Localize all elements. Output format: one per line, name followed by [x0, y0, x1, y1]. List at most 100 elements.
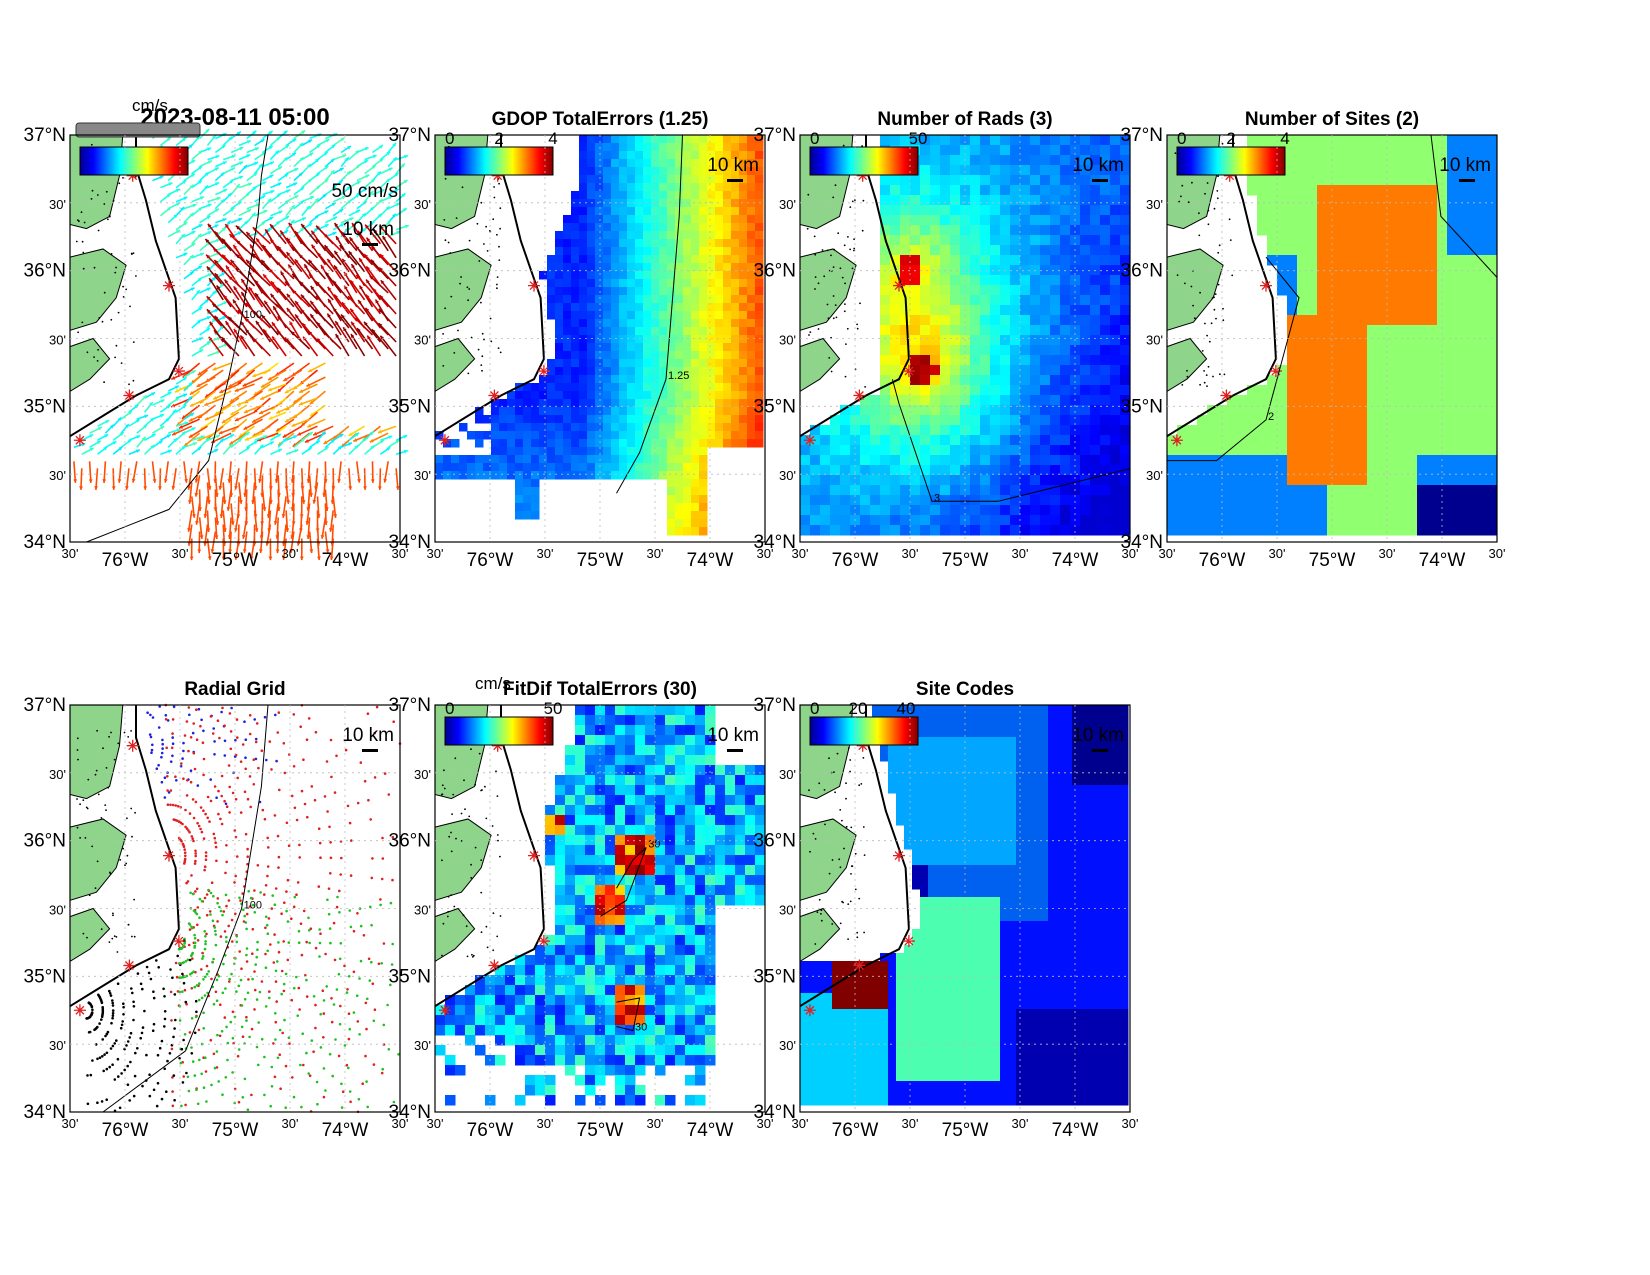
coast-dot: [808, 334, 810, 336]
heat-cell: [643, 303, 652, 312]
heat-cell: [755, 431, 764, 440]
heat-cell: [1110, 405, 1121, 416]
heat-cell: [1060, 455, 1071, 466]
heat-cell: [1317, 245, 1328, 256]
x-tick-label: 74°W: [1052, 550, 1099, 571]
heat-cell: [747, 295, 756, 304]
heat-cell: [1277, 195, 1288, 206]
current-vector: [357, 230, 374, 252]
heat-cell: [1457, 345, 1468, 356]
heat-cell: [667, 215, 676, 224]
heat-cell: [683, 479, 692, 488]
heat-cell: [1267, 415, 1278, 426]
heat-cell: [747, 247, 756, 256]
current-vector-head: [97, 427, 102, 431]
heat-cell: [1427, 165, 1438, 176]
heat-cell: [940, 205, 951, 216]
heat-cell: [1427, 135, 1438, 146]
current-vector-head: [355, 194, 360, 198]
heat-cell: [1090, 355, 1101, 366]
heat-cell: [1467, 225, 1478, 236]
heat-cell: [579, 167, 588, 176]
current-vector: [285, 251, 303, 273]
heat-cell: [1000, 325, 1011, 336]
heat-cell: [579, 263, 588, 272]
current-vector-head: [247, 209, 252, 213]
heat-cell: [820, 485, 831, 496]
coast-dot: [851, 200, 854, 203]
heat-cell: [890, 445, 901, 456]
heat-cell: [651, 135, 660, 144]
heat-cell: [1377, 135, 1388, 146]
heat-cell: [1487, 415, 1498, 426]
current-vector-head: [184, 421, 189, 426]
heat-cell: [1307, 245, 1318, 256]
heat-cell: [715, 383, 724, 392]
panel-title: GDOP TotalErrors (1.25): [492, 109, 709, 130]
current-vector: [170, 369, 193, 381]
heat-cell: [1427, 335, 1438, 346]
heat-cell: [667, 463, 676, 472]
heat-cell: [611, 335, 620, 344]
heat-cell: [635, 215, 644, 224]
heat-cell: [1090, 375, 1101, 386]
heat-cell: [1040, 435, 1051, 446]
heat-cell: [1110, 245, 1121, 256]
current-vector-head: [309, 493, 313, 497]
heat-cell: [579, 327, 588, 336]
current-vector-head: [300, 294, 305, 299]
heat-cell: [940, 435, 951, 446]
heat-cell: [1307, 135, 1318, 146]
heat-cell: [1080, 225, 1091, 236]
heat-cell: [563, 455, 572, 464]
heat-cell: [667, 431, 676, 440]
heat-cell: [980, 365, 991, 376]
current-vector-head: [361, 213, 366, 218]
current-vector-head: [222, 238, 226, 243]
current-vector: [333, 264, 350, 287]
heat-cell: [1357, 285, 1368, 296]
heat-cell: [611, 279, 620, 288]
heat-cell: [1387, 135, 1398, 146]
heat-cell: [930, 315, 941, 326]
heat-cell: [619, 303, 628, 312]
heat-cell: [1070, 135, 1081, 146]
coast-dot: [847, 236, 849, 238]
heat-cell: [1287, 375, 1298, 386]
heat-cell: [1070, 175, 1081, 186]
heat-cell: [579, 215, 588, 224]
heat-cell: [1090, 235, 1101, 246]
heat-cell: [900, 425, 911, 436]
heat-cell: [1347, 275, 1358, 286]
heat-cell: [563, 231, 572, 240]
current-vector-head: [290, 205, 295, 209]
heat-cell: [627, 295, 636, 304]
current-vector-head: [285, 281, 289, 286]
heat-cell: [723, 415, 732, 424]
current-vector-head: [198, 307, 203, 311]
heat-cell: [1407, 155, 1418, 166]
heat-cell: [699, 263, 708, 272]
heat-cell: [1020, 465, 1031, 476]
heat-cell: [980, 295, 991, 306]
heat-cell: [1050, 145, 1061, 156]
heat-cell: [970, 315, 981, 326]
current-vector-head: [363, 188, 367, 192]
heat-cell: [1060, 465, 1071, 476]
current-vector: [239, 334, 256, 357]
current-vector-head: [372, 288, 377, 293]
heat-cell: [1467, 365, 1478, 376]
current-vector: [285, 510, 289, 533]
heat-cell: [1060, 345, 1071, 356]
current-vector-head: [363, 160, 368, 164]
heat-cell: [810, 515, 821, 526]
heat-cell: [1030, 335, 1041, 346]
coast-dot: [83, 221, 86, 224]
heat-cell: [1000, 435, 1011, 446]
heat-cell: [1070, 475, 1081, 486]
coast-dot: [478, 260, 481, 262]
heat-cell: [739, 151, 748, 160]
current-vector: [321, 517, 327, 539]
heat-cell: [1000, 385, 1011, 396]
heat-cell: [1477, 195, 1488, 206]
